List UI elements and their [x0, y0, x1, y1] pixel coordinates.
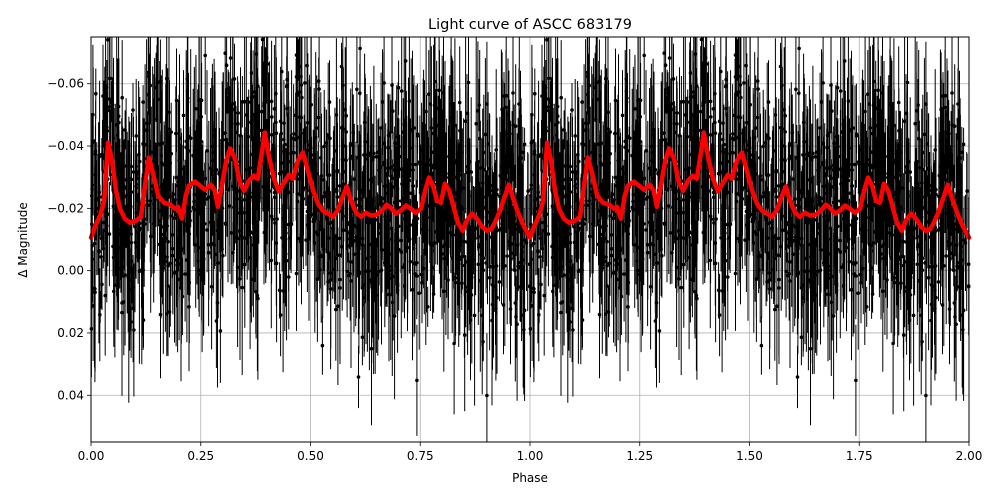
chart-title: Light curve of ASCC 683179 — [428, 17, 632, 33]
y-tick-label: −0.04 — [47, 139, 84, 153]
y-axis-label: Δ Magnitude — [16, 202, 30, 278]
x-axis-ticks: 0.00 0.25 0.50 0.75 1.00 1.25 1.50 1.75 2.00 — [78, 442, 983, 463]
y-axis-ticks: −0.06 −0.04 −0.02 0.00 0.02 0.04 — [47, 77, 91, 402]
y-tick-label: −0.06 — [47, 77, 84, 91]
x-axis-label: Phase — [512, 471, 548, 485]
y-tick-label: 0.02 — [57, 326, 84, 340]
x-tick-label: 0.75 — [407, 449, 434, 463]
x-tick-label: 1.50 — [736, 449, 763, 463]
y-tick-label: −0.02 — [47, 201, 84, 215]
x-tick-label: 2.00 — [956, 449, 983, 463]
x-tick-label: 1.75 — [846, 449, 873, 463]
y-tick-label: 0.00 — [57, 264, 84, 278]
x-tick-label: 1.25 — [626, 449, 653, 463]
x-tick-label: 0.00 — [78, 449, 105, 463]
smoothed-model-line — [88, 130, 972, 240]
y-tick-label: 0.04 — [57, 388, 84, 402]
x-tick-label: 1.00 — [517, 449, 544, 463]
x-tick-label: 0.25 — [187, 449, 214, 463]
x-tick-label: 0.50 — [297, 449, 324, 463]
